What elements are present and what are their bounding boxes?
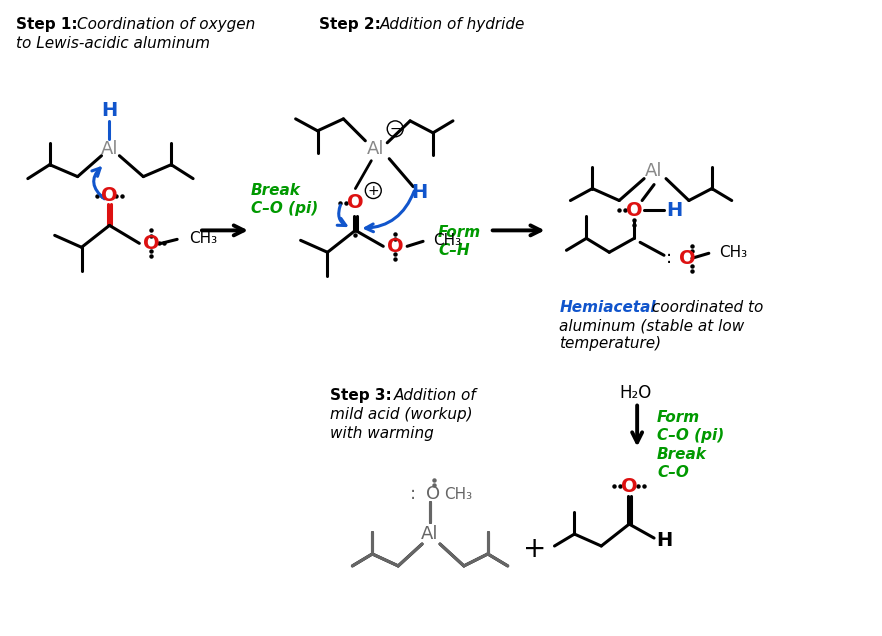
- Text: O: O: [347, 193, 363, 212]
- Text: −: −: [389, 122, 401, 136]
- Text: Break: Break: [657, 448, 707, 462]
- Text: coordinated to: coordinated to: [647, 300, 764, 315]
- Text: H: H: [656, 530, 672, 550]
- Text: Break: Break: [250, 183, 301, 198]
- Text: Form: Form: [657, 410, 700, 425]
- Text: Coordination of oxygen: Coordination of oxygen: [77, 17, 255, 32]
- Text: H: H: [411, 183, 427, 202]
- Text: CH₃: CH₃: [433, 233, 461, 248]
- Text: +: +: [523, 535, 546, 563]
- Text: O: O: [621, 477, 638, 495]
- Text: C–H: C–H: [438, 244, 469, 258]
- Text: H: H: [101, 101, 117, 120]
- Text: Al: Al: [646, 162, 662, 179]
- Text: to Lewis-acidic aluminum: to Lewis-acidic aluminum: [16, 36, 210, 52]
- Text: O: O: [387, 237, 403, 256]
- Text: C–O (pi): C–O (pi): [657, 427, 724, 443]
- Text: O: O: [101, 186, 118, 205]
- Text: Step 2:: Step 2:: [318, 17, 380, 32]
- Text: with warming: with warming: [331, 425, 434, 441]
- Text: mild acid (workup): mild acid (workup): [331, 406, 473, 422]
- Text: CH₃: CH₃: [719, 245, 747, 259]
- Text: Hemiacetal: Hemiacetal: [559, 300, 656, 315]
- Text: CH₃: CH₃: [189, 231, 217, 246]
- Text: C–O: C–O: [657, 466, 689, 480]
- Text: Al: Al: [101, 140, 118, 158]
- Text: H: H: [666, 201, 682, 220]
- Text: Al: Al: [367, 140, 384, 158]
- Text: Form: Form: [438, 225, 482, 240]
- Text: aluminum (stable at low: aluminum (stable at low: [559, 318, 744, 333]
- Text: temperature): temperature): [559, 336, 662, 351]
- Text: Step 1:: Step 1:: [16, 17, 78, 32]
- Text: Al: Al: [422, 525, 439, 543]
- Text: CH₃: CH₃: [444, 487, 472, 502]
- Text: Addition of hydride: Addition of hydride: [380, 17, 526, 32]
- Text: Step 3:: Step 3:: [331, 388, 392, 403]
- Text: O: O: [143, 234, 160, 253]
- Text: O: O: [626, 201, 642, 220]
- Text: H₂O: H₂O: [619, 384, 652, 402]
- Text: O: O: [426, 485, 440, 503]
- Text: :: :: [410, 485, 416, 503]
- Text: O: O: [679, 249, 696, 268]
- Text: Addition of: Addition of: [394, 388, 477, 403]
- Text: C–O (pi): C–O (pi): [250, 200, 318, 216]
- Text: +: +: [368, 184, 379, 198]
- Text: :: :: [666, 249, 672, 267]
